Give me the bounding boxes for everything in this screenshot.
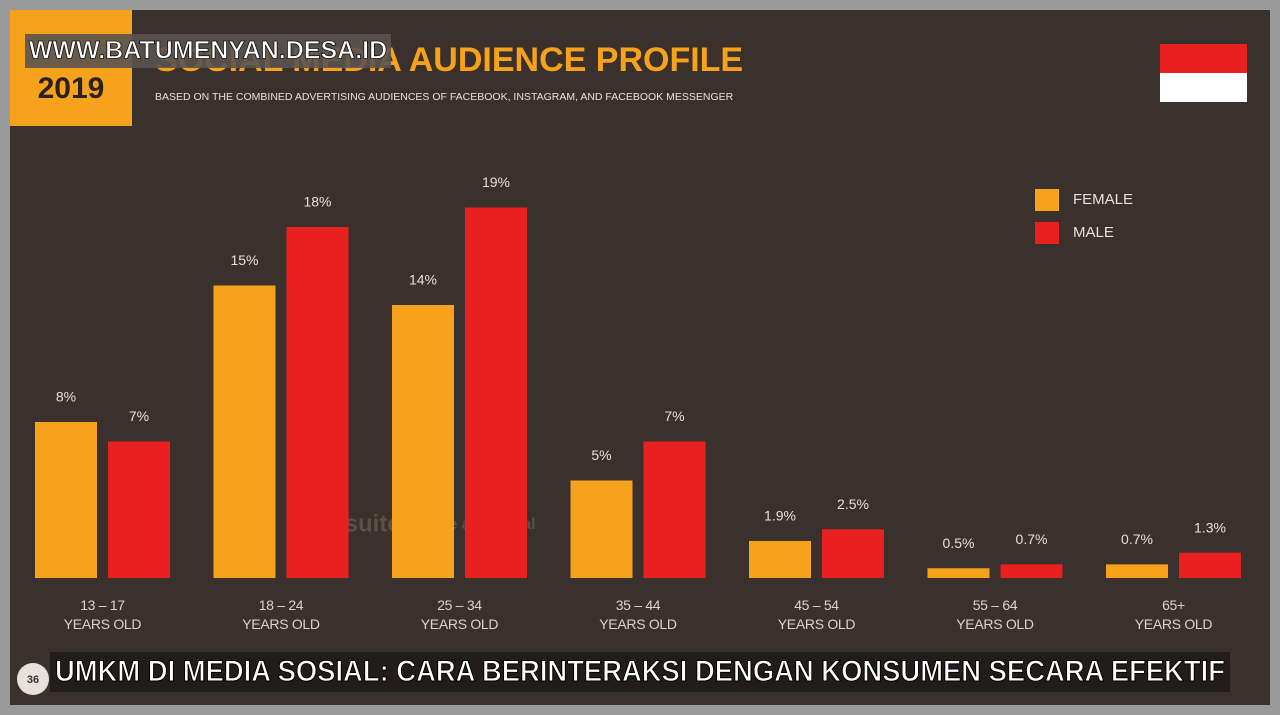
flag-red [1160, 44, 1247, 73]
value-label: 8% [56, 389, 76, 405]
watermark-box [25, 34, 391, 68]
value-label: 5% [591, 447, 611, 463]
bar [1000, 564, 1063, 578]
value-label: 19% [482, 174, 510, 190]
x-tick-label: 45 – 54 YEARS OLD [777, 597, 856, 632]
value-label: 1.9% [764, 508, 796, 524]
bar [108, 441, 170, 578]
bar [392, 305, 454, 578]
legend-swatch [1035, 189, 1059, 211]
x-tick-label: 13 – 17 YEARS OLD [63, 597, 142, 632]
legend-swatch [1035, 222, 1059, 244]
value-label: 1.3% [1194, 519, 1226, 535]
page-circle [17, 663, 49, 695]
watermark: WWW.BATUMENYAN.DESA.ID [29, 37, 387, 65]
value-label: 7% [664, 408, 684, 424]
x-tick-label: 35 – 44 YEARS OLD [599, 597, 677, 632]
x-tick-label: 55 – 64 YEARS OLD [956, 597, 1034, 632]
bar [749, 540, 811, 578]
bar [213, 285, 276, 578]
caption: UMKM DI MEDIA SOSIAL: CARA BERINTERAKSI … [55, 655, 1225, 688]
x-tick-label: 65+ YEARS OLD [1134, 597, 1213, 632]
value-label: 0.7% [1121, 531, 1153, 547]
bar [1106, 564, 1168, 578]
bar [643, 441, 706, 578]
bar [465, 207, 527, 578]
bar [35, 422, 97, 578]
value-label: 14% [409, 272, 437, 288]
value-label: 0.7% [1016, 531, 1048, 547]
caption-box [50, 652, 1230, 692]
value-label: 18% [303, 194, 331, 210]
legend-label: MALE [1073, 224, 1114, 241]
value-label: 15% [230, 252, 258, 268]
flag-white [1160, 73, 1247, 102]
x-tick-label: 25 – 34 YEARS OLD [420, 597, 499, 632]
bar [1179, 552, 1241, 578]
legend-label: FEMALE [1073, 191, 1133, 208]
value-label: 0.5% [943, 535, 975, 551]
x-tick-label: 18 – 24 YEARS OLD [242, 597, 320, 632]
bar [286, 227, 349, 578]
value-label: 2.5% [837, 496, 869, 512]
bar [570, 480, 633, 578]
bar [822, 529, 884, 578]
chart-subtitle: BASED ON THE COMBINED ADVERTISING AUDIEN… [155, 91, 734, 103]
page-number: 36 [27, 674, 39, 686]
bar [927, 568, 990, 578]
year: 2019 [38, 72, 105, 105]
value-label: 7% [129, 408, 149, 424]
